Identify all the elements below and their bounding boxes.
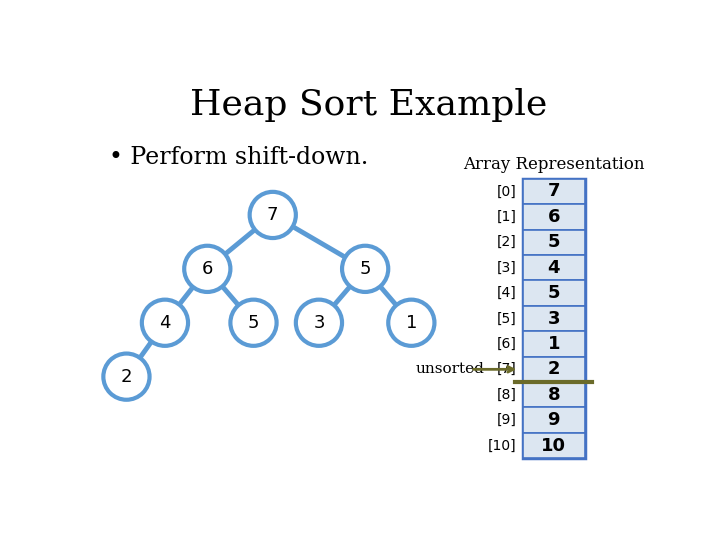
- Text: 5: 5: [359, 260, 371, 278]
- Text: 10: 10: [541, 436, 567, 455]
- Bar: [523, 204, 585, 230]
- Circle shape: [142, 300, 188, 346]
- Bar: [523, 356, 585, 382]
- Text: [1]: [1]: [497, 210, 517, 224]
- Bar: [523, 230, 585, 255]
- Text: 4: 4: [547, 259, 560, 276]
- Text: 5: 5: [547, 284, 560, 302]
- Text: [4]: [4]: [497, 286, 517, 300]
- Text: [3]: [3]: [497, 261, 517, 275]
- Text: 6: 6: [202, 260, 213, 278]
- Circle shape: [104, 354, 150, 400]
- Bar: [523, 255, 585, 280]
- Text: • Perform shift-down.: • Perform shift-down.: [109, 146, 368, 168]
- Text: [9]: [9]: [497, 413, 517, 427]
- Text: 6: 6: [547, 208, 560, 226]
- Text: [0]: [0]: [497, 185, 517, 199]
- Bar: [523, 331, 585, 356]
- Bar: [523, 408, 585, 433]
- Text: [8]: [8]: [497, 388, 517, 402]
- Text: 2: 2: [121, 368, 132, 386]
- Bar: [523, 306, 585, 331]
- Text: 1: 1: [547, 335, 560, 353]
- Circle shape: [388, 300, 434, 346]
- Text: 7: 7: [547, 183, 560, 200]
- Text: [7]: [7]: [497, 362, 517, 376]
- Text: [6]: [6]: [497, 337, 517, 351]
- Text: [2]: [2]: [497, 235, 517, 249]
- Circle shape: [184, 246, 230, 292]
- Circle shape: [230, 300, 276, 346]
- Text: 2: 2: [547, 360, 560, 379]
- Text: 1: 1: [405, 314, 417, 332]
- Text: Array Representation: Array Representation: [463, 157, 644, 173]
- Text: 4: 4: [159, 314, 171, 332]
- Bar: [523, 179, 585, 458]
- Text: 9: 9: [547, 411, 560, 429]
- Bar: [523, 433, 585, 458]
- Bar: [523, 382, 585, 408]
- Text: Heap Sort Example: Heap Sort Example: [190, 88, 548, 122]
- Text: 5: 5: [248, 314, 259, 332]
- Circle shape: [342, 246, 388, 292]
- Text: 8: 8: [547, 386, 560, 404]
- Text: 3: 3: [313, 314, 325, 332]
- Bar: [523, 280, 585, 306]
- Bar: [523, 179, 585, 204]
- Text: [10]: [10]: [488, 438, 517, 453]
- Text: 7: 7: [267, 206, 279, 224]
- Circle shape: [296, 300, 342, 346]
- Text: 3: 3: [547, 309, 560, 328]
- Text: [5]: [5]: [497, 312, 517, 326]
- Circle shape: [250, 192, 296, 238]
- Text: 5: 5: [547, 233, 560, 251]
- Text: unsorted: unsorted: [415, 362, 484, 376]
